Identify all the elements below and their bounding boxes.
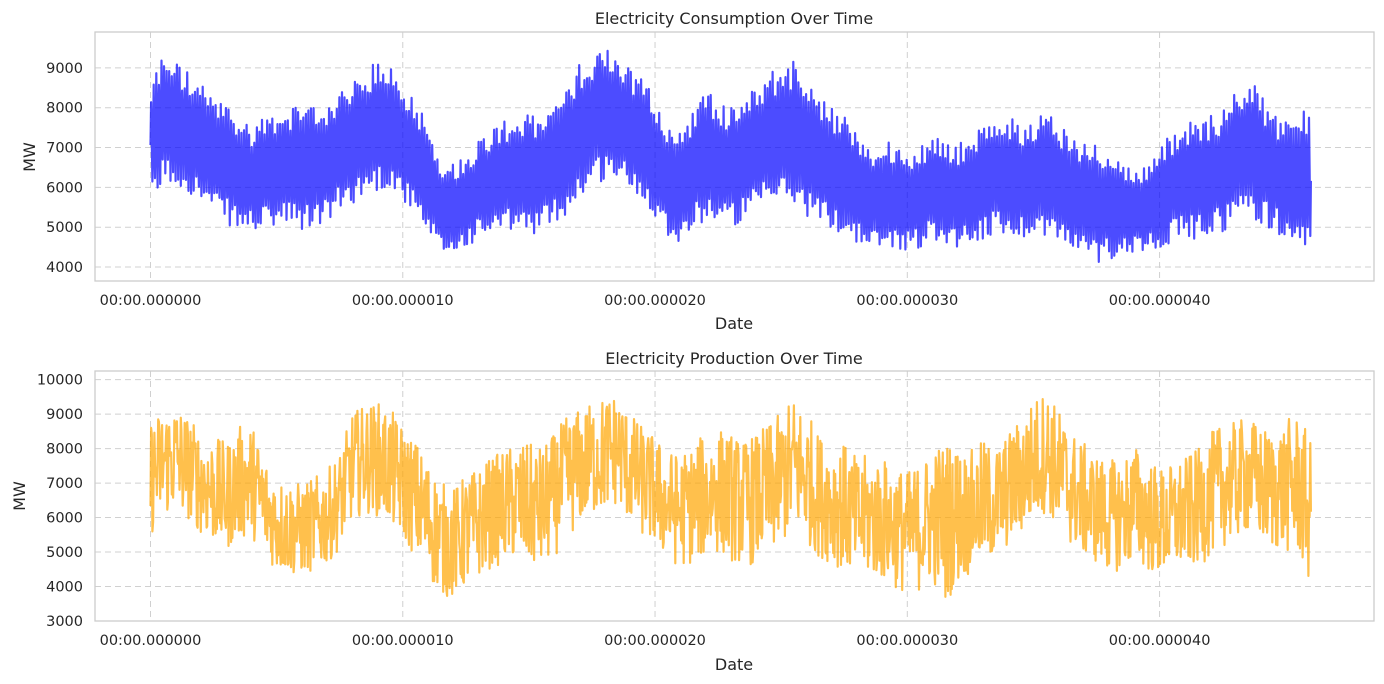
production-chart: 3000 4000 5000 6000 7000 8000 9000 10000 00:00.… [10,349,1375,674]
production-series-line [149,398,1312,598]
production-y-tick-label: 8000 [46,442,83,458]
consumption-x-ticks: 00:00.000000 00:00.000010 00:00.000020 00:0… [100,293,1211,309]
production-x-axis-label: Date [715,655,753,674]
production-x-tick-label: 00:00.000010 [352,633,454,649]
production-x-ticks: 00:00.000000 00:00.000010 00:00.000020 00:0… [100,633,1211,649]
consumption-y-tick-label: 9000 [46,61,83,77]
consumption-x-tick-label: 00:00.000030 [856,293,958,309]
production-x-tick-label: 00:00.000030 [856,633,958,649]
production-y-tick-label: 4000 [46,580,83,596]
consumption-y-ticks: 4000 5000 6000 7000 8000 9000 [46,61,83,276]
production-y-tick-label: 6000 [46,511,83,527]
consumption-x-tick-label: 00:00.000020 [604,293,706,309]
consumption-y-tick-label: 4000 [46,260,83,276]
production-y-tick-label: 10000 [37,373,83,389]
consumption-y-tick-label: 5000 [46,220,83,236]
consumption-y-tick-label: 7000 [46,141,83,157]
production-y-tick-label: 9000 [46,407,83,423]
production-y-ticks: 3000 4000 5000 6000 7000 8000 9000 10000 [37,373,83,630]
consumption-x-tick-label: 00:00.000010 [352,293,454,309]
consumption-series [149,49,1312,263]
production-y-tick-label: 3000 [46,614,83,630]
consumption-plot-frame [94,31,1375,282]
consumption-x-tick-label: 00:00.000000 [100,293,202,309]
production-chart-title: Electricity Production Over Time [605,349,863,368]
production-plot-frame [94,370,1375,622]
consumption-y-axis-label: MW [20,142,39,172]
consumption-y-tick-label: 8000 [46,101,83,117]
production-x-tick-label: 00:00.000020 [604,633,706,649]
consumption-chart-title: Electricity Consumption Over Time [595,9,873,28]
production-y-tick-label: 5000 [46,545,83,561]
production-y-axis-label: MW [10,481,29,511]
consumption-x-tick-label: 00:00.000040 [1109,293,1211,309]
production-x-tick-label: 00:00.000040 [1109,633,1211,649]
production-y-tick-label: 7000 [46,476,83,492]
consumption-y-tick-label: 6000 [46,180,83,196]
consumption-x-axis-label: Date [715,314,753,333]
production-x-tick-label: 00:00.000000 [100,633,202,649]
production-series [149,398,1312,598]
consumption-series-line [149,49,1312,263]
